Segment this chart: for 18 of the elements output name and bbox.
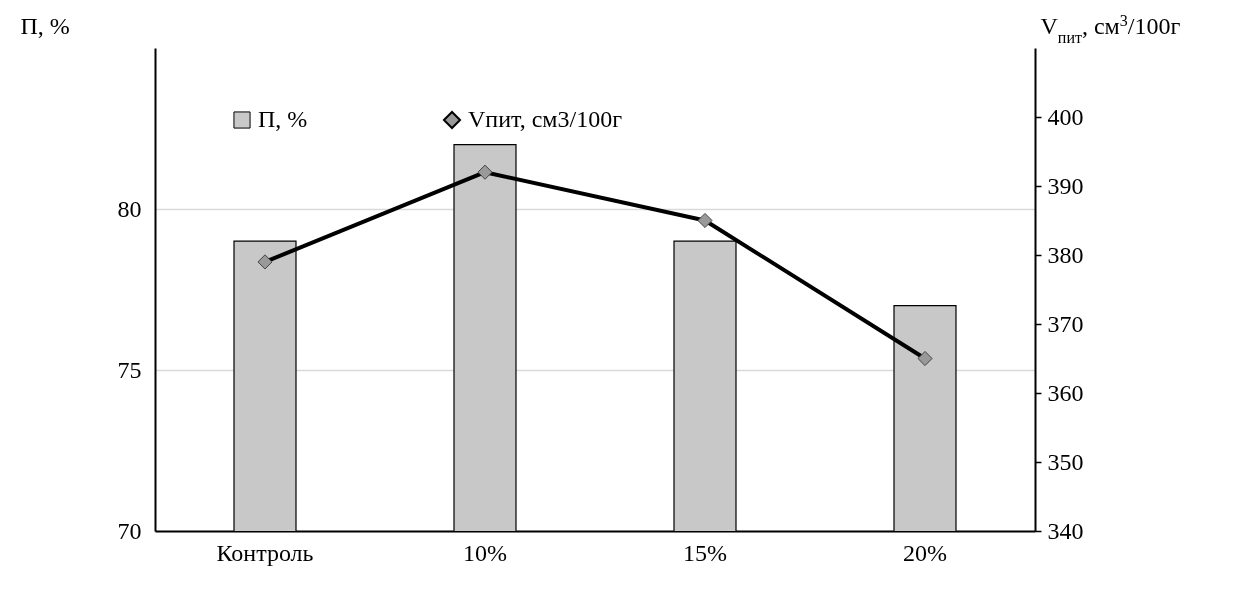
x-tick-label: 15% bbox=[683, 539, 727, 566]
y2-tick-label: 350 bbox=[1047, 448, 1084, 475]
x-tick-label: Контроль bbox=[216, 539, 314, 566]
y-axis-title: П, % bbox=[20, 12, 70, 39]
y2-tick-label: 370 bbox=[1047, 310, 1084, 337]
y2-axis-title: V$_{пит}$, см$^{3}$/100г bbox=[1040, 11, 1181, 45]
legend-label: П, % bbox=[258, 106, 308, 132]
y2-tick-label: 400 bbox=[1047, 103, 1084, 130]
y2-tick-label: 360 bbox=[1047, 379, 1084, 406]
y-tick-label: 80 bbox=[117, 195, 142, 222]
y-tick-label: 70 bbox=[117, 517, 142, 544]
y2-tick-label: 340 bbox=[1047, 517, 1084, 544]
x-tick-label: 20% bbox=[903, 539, 947, 566]
x-tick-label: 10% bbox=[463, 539, 507, 566]
legend-label: Vпит, см3/100г bbox=[468, 106, 623, 132]
y2-tick-label: 380 bbox=[1047, 241, 1084, 268]
y-tick-label: 75 bbox=[117, 356, 142, 383]
y2-tick-label: 390 bbox=[1047, 172, 1084, 199]
